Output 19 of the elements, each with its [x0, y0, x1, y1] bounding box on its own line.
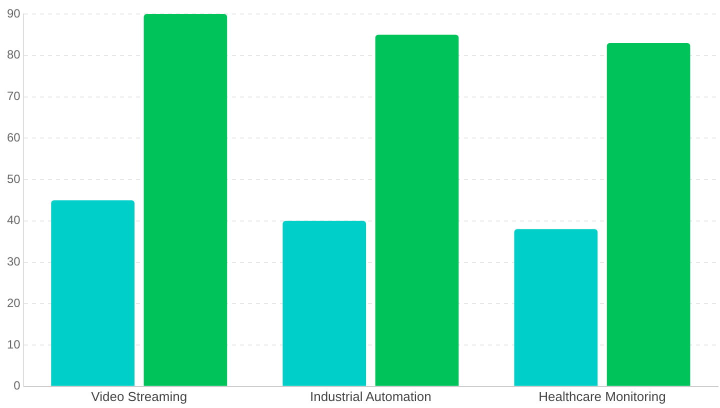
bar — [144, 14, 228, 386]
y-tick-label: 50 — [6, 172, 21, 186]
y-tick-label: 30 — [6, 254, 21, 269]
y-tick-label: 70 — [6, 89, 21, 104]
bar — [514, 229, 598, 386]
y-tick-label: 40 — [6, 213, 21, 228]
y-tick-label: 0 — [14, 378, 21, 393]
y-tick-label: 60 — [6, 130, 21, 144]
x-tick-label: Video Streaming — [91, 388, 188, 404]
x-tick-label: Healthcare Monitoring — [538, 388, 666, 404]
y-tick-label: 10 — [6, 337, 21, 352]
bar — [606, 42, 690, 386]
x-tick-label: Industrial Automation — [310, 388, 432, 404]
bar — [375, 34, 459, 386]
y-tick-label: 80 — [6, 48, 21, 62]
y-tick-label: 20 — [6, 296, 21, 310]
y-tick-label: 90 — [6, 6, 21, 20]
bar — [51, 200, 134, 386]
bar — [282, 220, 366, 386]
